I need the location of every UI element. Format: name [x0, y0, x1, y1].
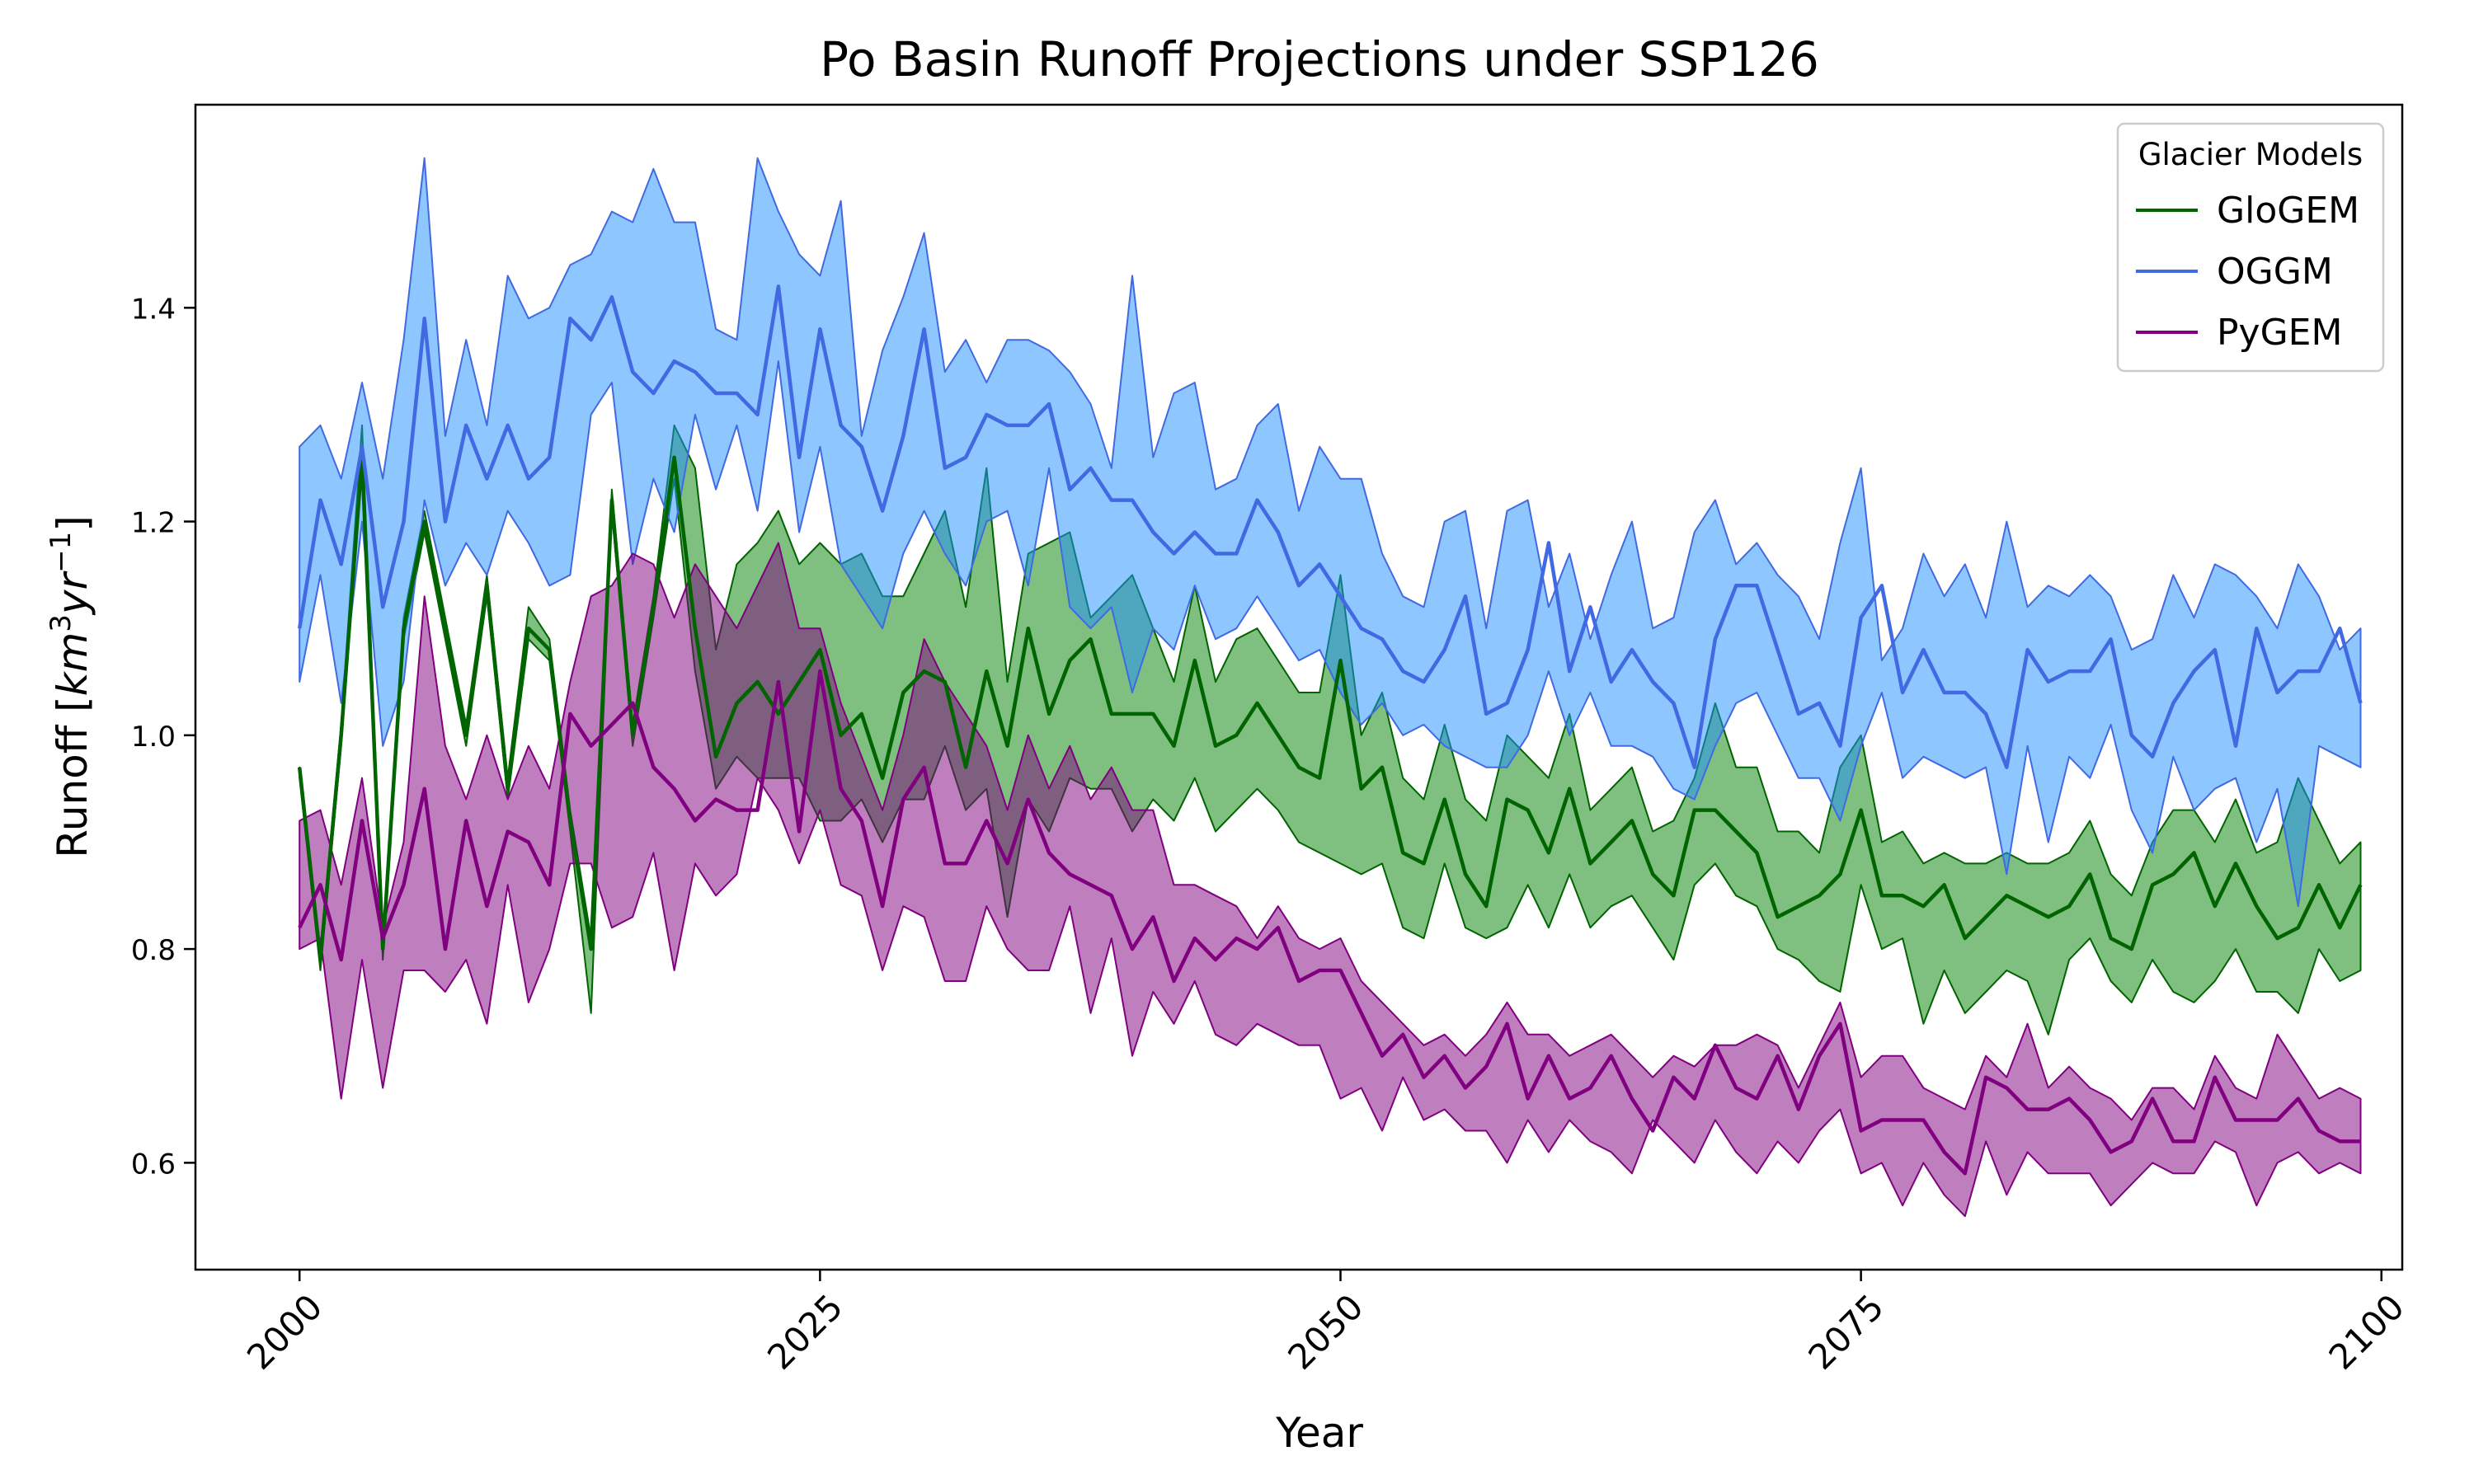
y-tick-label: 0.6	[131, 1148, 176, 1181]
y-label-prefix: Runoff [	[49, 696, 96, 857]
y-tick-label: 1.4	[131, 293, 176, 326]
legend-label-glogem: GloGEM	[2217, 190, 2359, 232]
x-axis-label: Year	[1275, 1409, 1363, 1457]
y-tick-label: 0.8	[131, 934, 176, 967]
y-label-suffix: ]	[49, 515, 96, 532]
y-tick-label: 1.0	[131, 721, 176, 754]
legend-title: Glacier Models	[2138, 137, 2363, 172]
y-label-unit-km: km	[49, 632, 96, 697]
mean-lines	[297, 284, 2363, 1176]
pygem-mean-line	[298, 669, 2361, 1176]
legend-box	[2116, 122, 2385, 373]
chart-title: Po Basin Runoff Projections under SSP126	[820, 31, 1819, 87]
y-label-sup-neg1: −1	[45, 532, 78, 573]
y-axis-label: Runoff [km3yr−1]	[45, 515, 96, 857]
y-label-sup-3: 3	[45, 614, 78, 632]
legend-label-pygem: PyGEM	[2217, 312, 2342, 354]
legend: Glacier Models GloGEM OGGM PyGEM	[2116, 122, 2385, 373]
y-label-unit-yr: yr	[49, 570, 96, 616]
y-tick-label: 1.2	[131, 507, 176, 540]
plot-frame	[194, 103, 2404, 1271]
legend-label-oggm: OGGM	[2217, 251, 2333, 293]
oggm-mean-line	[297, 284, 2363, 769]
y-axis-ticks: 0.6 0.8 1.0 1.2 1.4	[131, 293, 195, 1181]
glogem-mean-line	[297, 455, 2363, 962]
